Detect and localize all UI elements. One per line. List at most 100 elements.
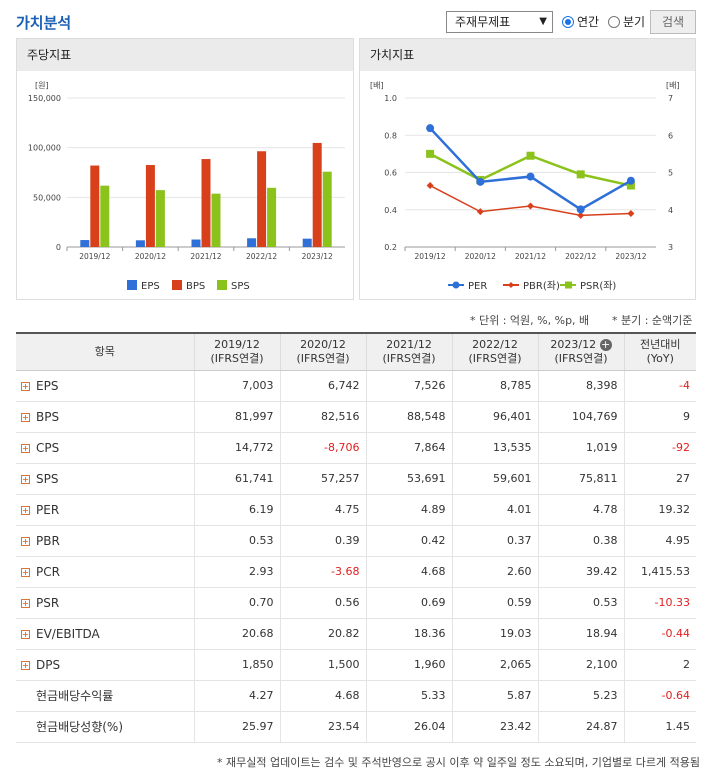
statement-type-select[interactable]: 주재무제표 ▼ [446,11,553,33]
cell-value: 7,526 [366,370,453,402]
legend-marker-pbr [508,282,514,288]
expand-row-icon[interactable]: + [21,629,30,639]
column-header: 2019/12 (IFRS연결) [194,333,281,371]
row-label[interactable]: + BPS [16,401,195,433]
cell-value: 8,785 [452,370,539,402]
table-row: + EPS 7,003 6,742 7,526 8,785 8,398 -4 [16,370,696,402]
row-label[interactable]: + DPS [16,649,195,681]
row-label: 현금배당수익률 [16,680,195,712]
per-point [526,172,535,181]
cell-value: 0.37 [452,525,539,557]
cell-value: 0.42 [366,525,453,557]
cell-value: 1,850 [194,649,281,681]
cell-value: 53,691 [366,463,453,495]
table-row: + PSR 0.70 0.56 0.69 0.59 0.53 -10.33 [16,587,696,619]
expand-row-icon[interactable]: + [21,443,30,453]
per-point [576,205,585,214]
per-point [426,124,435,133]
pbr-point [426,182,434,190]
cell-value: 26.04 [366,711,453,743]
panel-title: 가치지표 [360,39,695,71]
bar-sps [322,171,332,247]
cell-value: 5.23 [538,680,625,712]
column-header: 2022/12 (IFRS연결) [452,333,539,371]
bar-eps [135,240,145,247]
row-label[interactable]: + PCR [16,556,195,588]
expand-columns-icon[interactable]: + [599,337,612,351]
expand-row-icon[interactable]: + [21,567,30,577]
row-name: BPS [36,409,60,424]
legend-label: EPS [141,281,160,292]
legend-label: PER [468,281,487,292]
x-tick-label: 2020/12 [465,252,496,261]
radio-annual[interactable]: 연간 [562,13,599,30]
row-label[interactable]: + EPS [16,370,195,402]
row-label[interactable]: + PBR [16,525,195,557]
expand-row-icon[interactable]: + [21,660,30,670]
x-tick-label: 2022/12 [246,252,277,261]
column-period: 2019/12 [214,337,260,351]
cell-value: 1,019 [538,432,625,464]
yoy-value: 2 [624,649,696,681]
cell-value: 61,741 [194,463,281,495]
yoy-value: 4.95 [624,525,696,557]
bar-bps [145,165,155,247]
row-label[interactable]: + EV/EBITDA [16,618,195,650]
cell-value: 2.60 [452,556,539,588]
row-name: EPS [36,378,59,393]
cell-value: 14,772 [194,432,281,464]
bar-sps [211,193,221,247]
cell-value: 57,257 [280,463,367,495]
cell-value: 13,535 [452,432,539,464]
cell-value: 0.70 [194,587,281,619]
cell-value: -8,706 [280,432,367,464]
yoy-value: 1,415.53 [624,556,696,588]
right-y-tick-label: 7 [668,94,673,103]
bar-bps [90,165,100,247]
row-name: EV/EBITDA [36,626,100,641]
psr-point [626,181,635,190]
expand-row-icon[interactable]: + [21,412,30,422]
row-label[interactable]: + PER [16,494,195,526]
yoy-value: -0.64 [624,680,696,712]
yoy-value: -4 [624,370,696,402]
expand-row-icon[interactable]: + [21,474,30,484]
right-y-tick-label: 6 [668,131,673,140]
table-row: + PER 6.19 4.75 4.89 4.01 4.78 19.32 [16,494,696,526]
expand-row-icon[interactable]: + [21,598,30,608]
table-row: + PBR 0.53 0.39 0.42 0.37 0.38 4.95 [16,525,696,557]
legend-swatch-sps [217,280,227,290]
yoy-value: 1.45 [624,711,696,743]
column-period: 2022/12 [472,337,518,351]
top-bar: 가치분석 주재무제표 ▼ 연간 분기 검색 [0,0,706,38]
radio-annual-label: 연간 [577,15,600,29]
bar-sps [267,187,277,247]
cell-value: 18.36 [366,618,453,650]
expand-row-icon[interactable]: + [21,381,30,391]
column-period: 2023/12 [550,337,597,351]
per-share-panel: 주당지표 [원] 0 50,000 100,000 150,000 2019/12 2020… [16,38,354,300]
expand-row-icon[interactable]: + [21,536,30,546]
left-y-tick-label: 0.2 [384,243,397,252]
y-tick-label: 150,000 [28,94,61,103]
psr-point [526,151,535,160]
row-name: DPS [36,657,61,672]
cell-value: 8,398 [538,370,625,402]
cell-value: 2,100 [538,649,625,681]
row-name: CPS [36,440,60,455]
valuation-line-chart: [배] [배] 0.2 0.4 0.6 0.8 1.0 3 4 5 6 7 2019/12 2020/12… [370,81,680,292]
row-label[interactable]: + PSR [16,587,195,619]
cell-value: 1,500 [280,649,367,681]
row-label[interactable]: + CPS [16,432,195,464]
bar-eps [80,240,90,247]
expand-row-icon[interactable]: + [21,505,30,515]
column-header: 2021/12 (IFRS연결) [366,333,453,371]
row-label[interactable]: + SPS [16,463,195,495]
radio-quarter[interactable]: 분기 [608,13,645,30]
unit-note: * 단위 : 억원, %, %p, 배 [470,314,590,327]
left-y-tick-label: 0.4 [384,206,397,215]
cell-value: 0.56 [280,587,367,619]
yoy-value: -0.44 [624,618,696,650]
column-basis: (IFRS연결) [382,351,436,365]
search-button[interactable]: 검색 [650,10,696,34]
